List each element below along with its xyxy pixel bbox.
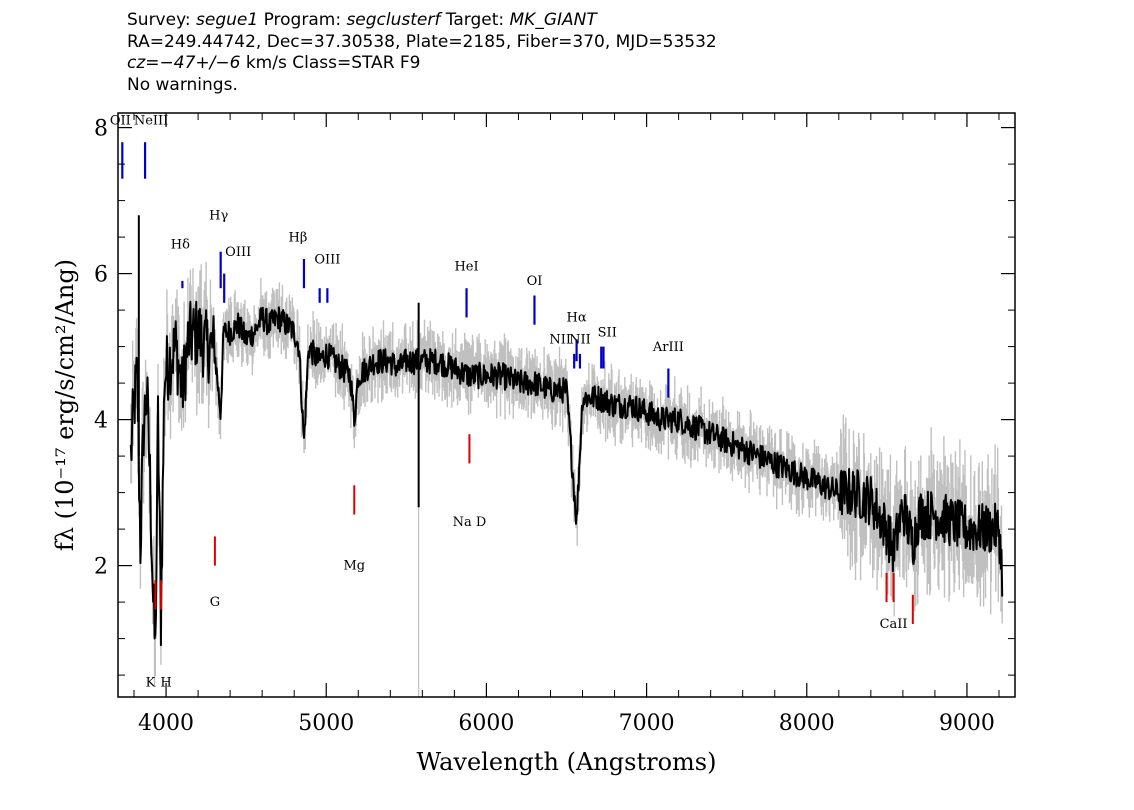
header-line-redshift: cz=−47+/−6 km/s Class=STAR F9 <box>127 53 717 75</box>
program-value: segclusterf <box>346 10 441 30</box>
emission-line-label: NII <box>549 333 571 348</box>
y-tick-label: 4 <box>94 409 108 434</box>
x-tick-label: 8000 <box>779 711 835 736</box>
survey-label: Survey: <box>127 10 197 30</box>
emission-line-label: Hγ <box>209 209 228 224</box>
emission-line-label: OIII <box>225 245 251 260</box>
y-tick-label: 2 <box>94 555 108 580</box>
emission-line-label: HeI <box>454 260 478 275</box>
emission-line-label: ArIII <box>652 340 684 355</box>
emission-line-label: OIII <box>314 252 340 267</box>
header-line-coordinates: RA=249.44742, Dec=37.30538, Plate=2185, … <box>127 31 717 52</box>
x-tick-label: 9000 <box>939 711 995 736</box>
cz-value: −47+/−6 <box>159 53 241 73</box>
absorption-line-label: Mg <box>343 559 365 574</box>
emission-line-label: OII <box>110 114 131 129</box>
emission-line-label: NII <box>569 333 591 348</box>
target-label: Target: <box>440 10 510 30</box>
emission-line-label: Hβ <box>289 230 308 245</box>
axes-layer: 4000 5000 6000 7000 8000 9000 2 4 6 8 <box>94 113 1015 736</box>
emission-line-label: Hα <box>567 311 587 326</box>
emission-line-label: SII <box>598 325 617 340</box>
spectrum-header: Survey: segue1 Program: segclusterf Targ… <box>127 10 717 96</box>
y-tick-label: 8 <box>94 117 108 142</box>
emission-line-label: NeIII <box>134 114 168 129</box>
survey-value: segue1 <box>196 10 259 30</box>
spectrum-line <box>129 300 1004 647</box>
cz-label: cz= <box>127 53 160 73</box>
x-tick-label: 4000 <box>138 711 194 736</box>
x-tick-label: 6000 <box>458 711 514 736</box>
absorption-line-label: CaII <box>880 617 908 632</box>
y-tick-label: 6 <box>94 263 108 288</box>
program-label: Program: <box>258 10 347 30</box>
absorption-line-label: K <box>146 675 156 690</box>
absorption-line-label: G <box>210 595 220 610</box>
emission-line-label: OI <box>527 274 543 289</box>
header-line-survey: Survey: segue1 Program: segclusterf Targ… <box>127 10 717 32</box>
y-axis-title: fλ (10⁻¹⁷ erg/s/cm²/Ang) <box>51 259 79 551</box>
class-text: km/s Class=STAR F9 <box>240 53 421 73</box>
absorption-line-label: Na D <box>453 515 487 530</box>
x-tick-label: 7000 <box>619 711 675 736</box>
spectrum-layer <box>129 215 1004 647</box>
plot-frame <box>117 112 1016 698</box>
x-tick-label: 5000 <box>298 711 354 736</box>
spectral-lines-layer: OII NeIII Hδ Hγ OIII Hβ OIII HeI OI NII Hα NII SII Ar… <box>110 114 914 690</box>
target-value: MK_GIANT <box>509 10 597 30</box>
header-line-warnings: No warnings. <box>127 74 238 95</box>
x-axis-title: Wavelength (Angstroms) <box>417 748 717 776</box>
emission-line-label: Hδ <box>171 238 190 253</box>
absorption-line-label: H <box>160 675 171 690</box>
